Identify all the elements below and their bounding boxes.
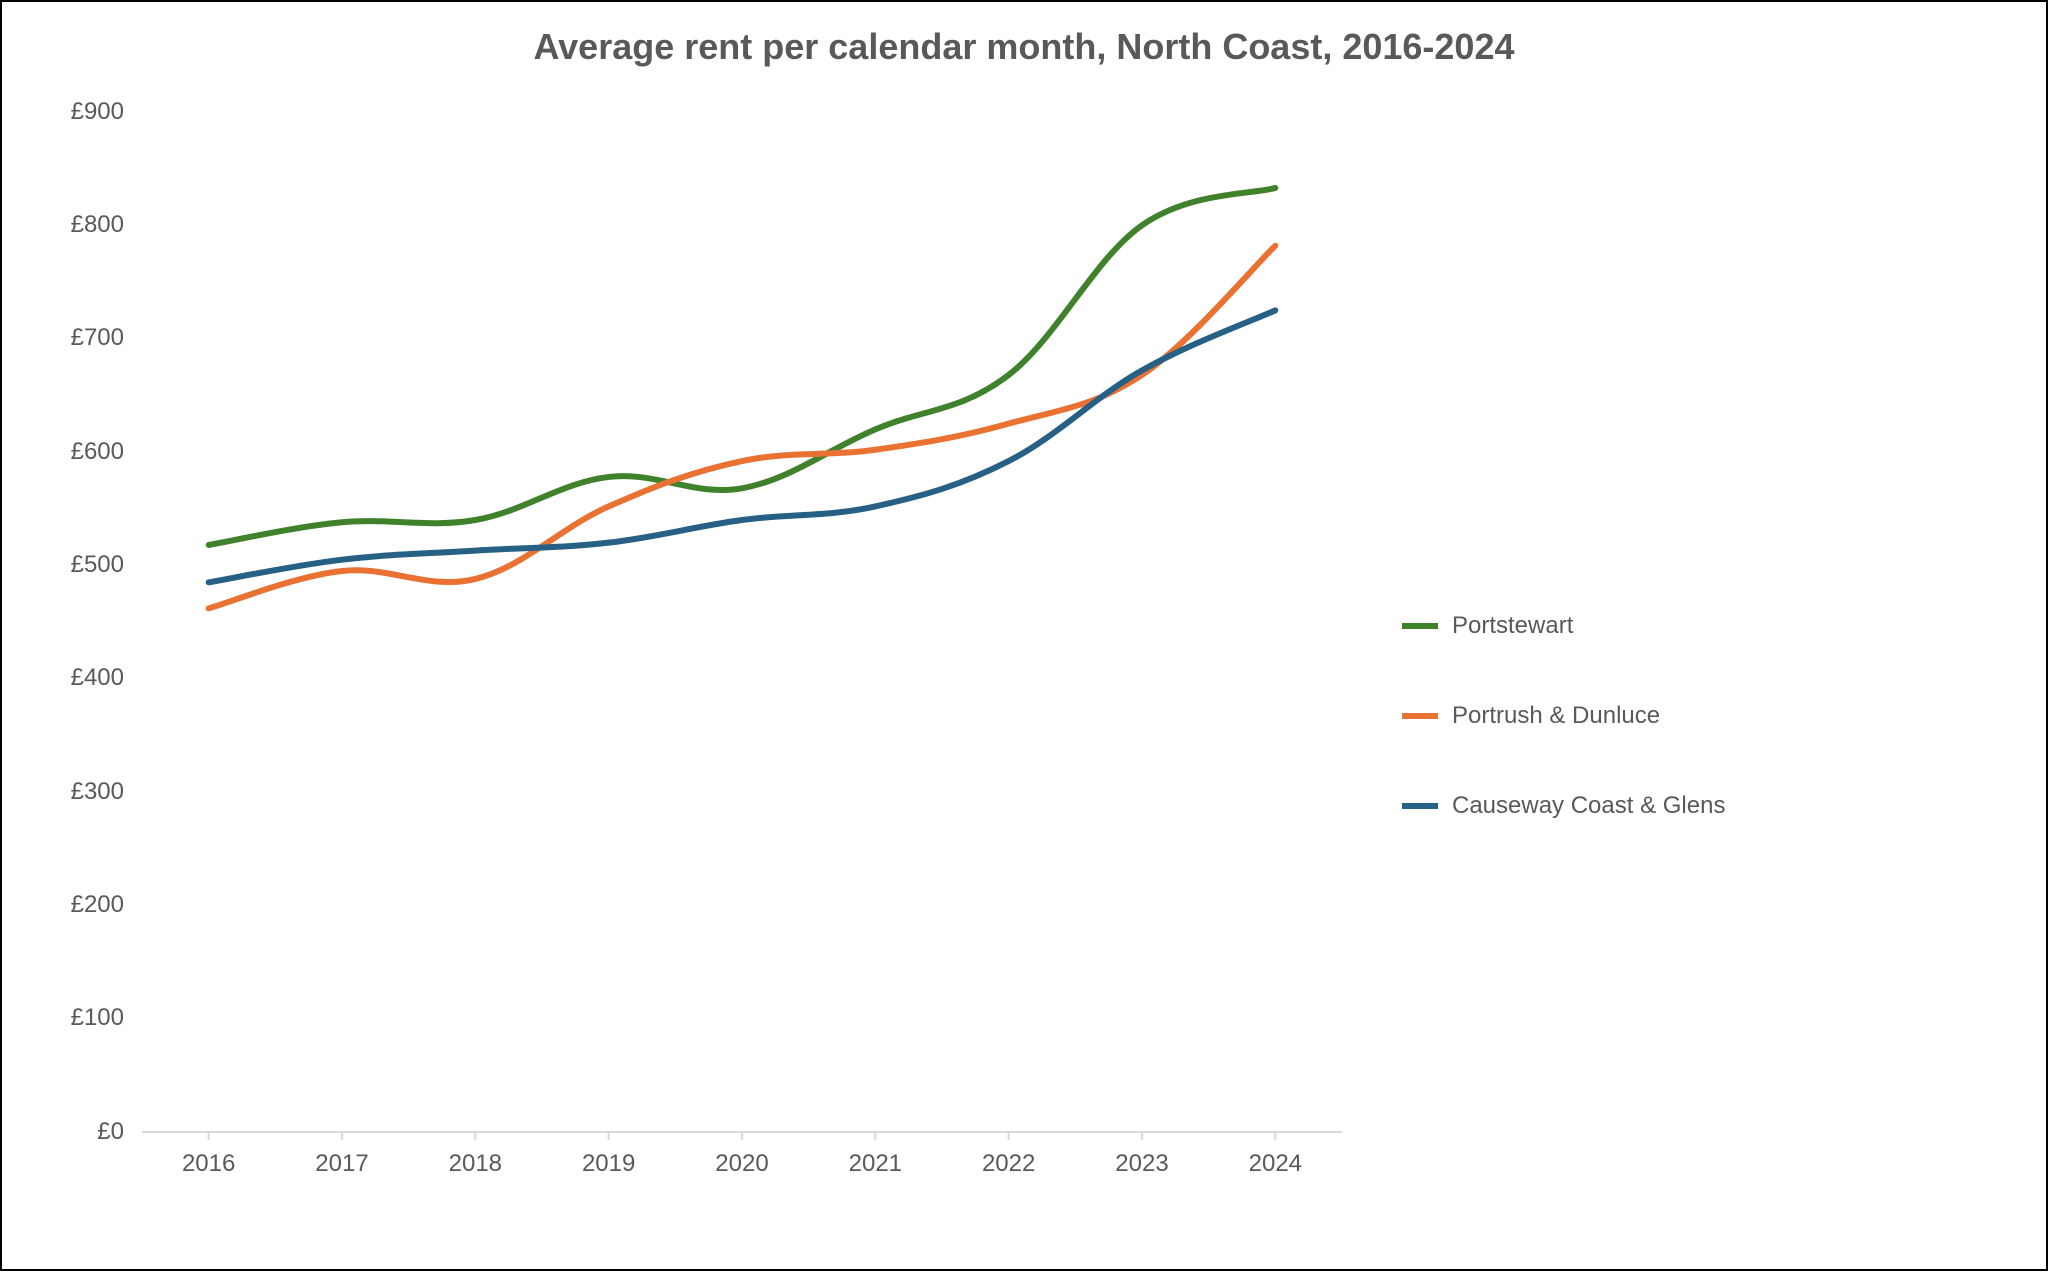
series-line-0 [209, 188, 1276, 545]
legend-swatch [1402, 713, 1438, 719]
x-tick-label: 2021 [815, 1150, 935, 1178]
plot-svg [2, 2, 2048, 1273]
legend-label: Portrush & Dunluce [1452, 702, 1660, 730]
legend-item: Portrush & Dunluce [1402, 702, 1725, 730]
y-tick-label: £300 [4, 778, 124, 806]
chart-area: Average rent per calendar month, North C… [0, 0, 2048, 1271]
y-tick-label: £0 [4, 1118, 124, 1146]
x-tick-label: 2018 [415, 1150, 535, 1178]
legend-item: Causeway Coast & Glens [1402, 792, 1725, 820]
x-tick-label: 2019 [549, 1150, 669, 1178]
x-tick-label: 2017 [282, 1150, 402, 1178]
legend: Portstewart Portrush & Dunluce Causeway Co… [1402, 612, 1725, 820]
x-tick-label: 2016 [149, 1150, 269, 1178]
series-line-2 [209, 310, 1276, 582]
y-tick-label: £100 [4, 1004, 124, 1032]
chart-frame: Average rent per calendar month, North C… [0, 0, 2048, 1271]
y-tick-label: £500 [4, 551, 124, 579]
x-tick-label: 2020 [682, 1150, 802, 1178]
y-tick-label: £200 [4, 891, 124, 919]
legend-swatch [1402, 803, 1438, 809]
y-tick-label: £400 [4, 664, 124, 692]
y-tick-label: £900 [4, 98, 124, 126]
legend-swatch [1402, 623, 1438, 629]
x-tick-label: 2024 [1215, 1150, 1335, 1178]
y-tick-label: £800 [4, 211, 124, 239]
x-tick-label: 2022 [949, 1150, 1069, 1178]
x-tick-label: 2023 [1082, 1150, 1202, 1178]
y-tick-label: £700 [4, 324, 124, 352]
y-tick-label: £600 [4, 438, 124, 466]
legend-label: Causeway Coast & Glens [1452, 792, 1725, 820]
legend-item: Portstewart [1402, 612, 1725, 640]
legend-label: Portstewart [1452, 612, 1573, 640]
